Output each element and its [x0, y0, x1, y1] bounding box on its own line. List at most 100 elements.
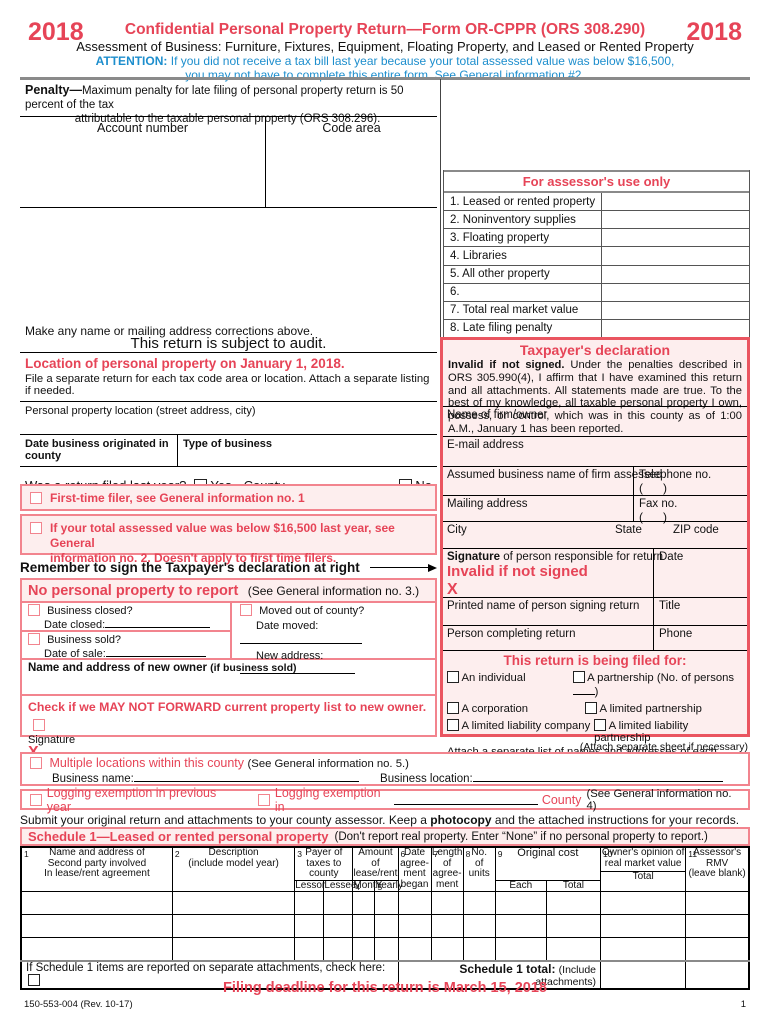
table-cell[interactable]	[462, 937, 496, 961]
phone-field[interactable]: Phone	[659, 628, 693, 640]
table-cell[interactable]	[600, 914, 687, 938]
table-cell[interactable]	[374, 937, 399, 961]
decl-mailing-field[interactable]: Mailing address	[447, 498, 528, 510]
table-cell[interactable]	[600, 937, 687, 961]
llp-checkbox[interactable]	[594, 719, 607, 731]
first-time-filer-checkbox[interactable]	[30, 491, 42, 504]
no-forward-checkbox[interactable]	[33, 719, 45, 731]
date-field[interactable]: Date	[659, 551, 684, 563]
firm-owner-field[interactable]: Name of firm/owner	[443, 406, 747, 436]
assessor-value-cell[interactable]	[601, 319, 602, 337]
assessor-value-cell[interactable]	[601, 301, 602, 319]
table-row	[20, 914, 750, 938]
assessor-value-cell[interactable]	[601, 211, 602, 229]
city-field[interactable]: City	[447, 524, 467, 536]
table-cell[interactable]	[294, 914, 325, 938]
table-cell[interactable]	[294, 937, 325, 961]
table-cell[interactable]	[545, 891, 602, 915]
table-cell[interactable]	[685, 914, 750, 938]
business-closed-checkbox[interactable]	[28, 604, 40, 616]
new-owner-field[interactable]: Name and address of new owner (if busine…	[22, 660, 435, 696]
table-cell[interactable]	[374, 891, 399, 915]
table-cell[interactable]	[685, 891, 750, 915]
new-address-blank[interactable]	[240, 663, 355, 674]
table-cell[interactable]	[294, 891, 325, 915]
table-cell[interactable]	[397, 914, 432, 938]
table-cell[interactable]	[545, 914, 602, 938]
assumed-name-field[interactable]: Assumed business name of firm assessed	[447, 469, 663, 481]
attachments-checkbox[interactable]	[28, 974, 40, 986]
assessor-row: 8. Late filing penalty	[444, 319, 749, 337]
no-property-box: No personal property to report (See Gene…	[20, 578, 437, 761]
schedule1-total-owner-cell[interactable]	[600, 959, 687, 989]
filed-for-section: This return is being filed for: An indiv…	[443, 650, 747, 783]
table-cell[interactable]	[430, 891, 464, 915]
table-cell[interactable]	[171, 891, 296, 915]
business-sold-checkbox[interactable]	[28, 633, 40, 645]
table-cell[interactable]	[20, 891, 173, 915]
table-cell[interactable]	[600, 891, 687, 915]
business-name-blank[interactable]	[133, 771, 359, 782]
table-cell[interactable]	[352, 937, 376, 961]
assessor-value-cell[interactable]	[601, 193, 602, 211]
property-location-field[interactable]: Personal property location (street addre…	[20, 402, 437, 435]
table-cell[interactable]	[352, 914, 376, 938]
assessor-value-cell[interactable]	[601, 283, 602, 301]
table-cell[interactable]	[171, 914, 296, 938]
assessor-value-cell[interactable]	[601, 229, 602, 247]
table-cell[interactable]	[494, 891, 547, 915]
email-field[interactable]: E-mail address	[443, 436, 747, 466]
table-cell[interactable]	[323, 937, 354, 961]
person-completing-field[interactable]: Person completing return	[447, 628, 576, 640]
table-cell[interactable]	[323, 914, 354, 938]
col-lessor: Lessor	[294, 879, 326, 892]
mailing-address-field[interactable]	[20, 209, 437, 322]
printed-name-field[interactable]: Printed name of person signing return	[447, 600, 640, 612]
date-of-sale-blank[interactable]	[105, 646, 206, 657]
declaration-x-field[interactable]: X	[447, 581, 458, 598]
business-location-blank[interactable]	[472, 771, 723, 782]
corporation-checkbox[interactable]	[447, 702, 459, 714]
llc-checkbox[interactable]	[447, 719, 459, 731]
type-of-business-field[interactable]: Type of business	[183, 438, 273, 450]
moved-checkbox[interactable]	[240, 604, 252, 616]
table-cell[interactable]	[430, 937, 464, 961]
table-cell[interactable]	[494, 914, 547, 938]
title-field[interactable]: Title	[659, 600, 681, 612]
state-field[interactable]: State	[615, 524, 642, 536]
assessor-value-cell[interactable]	[601, 247, 602, 265]
table-cell[interactable]	[685, 937, 750, 961]
persons-blank[interactable]	[572, 684, 595, 695]
below-value-checkbox[interactable]	[30, 522, 42, 534]
date-originated-field[interactable]: Date business originated in county	[25, 438, 169, 462]
logging-in-checkbox[interactable]	[258, 793, 270, 806]
table-cell[interactable]	[20, 914, 173, 938]
table-cell[interactable]	[352, 891, 376, 915]
telephone-field[interactable]: Telephone no. ( )	[639, 469, 712, 495]
table-cell[interactable]	[171, 937, 296, 961]
partnership-checkbox[interactable]	[572, 671, 585, 683]
fax-field[interactable]: Fax no. ( )	[639, 498, 678, 524]
account-number-field[interactable]	[25, 142, 260, 202]
table-cell[interactable]	[374, 914, 399, 938]
date-moved-blank[interactable]	[240, 633, 362, 644]
logging-prev-checkbox[interactable]	[30, 793, 42, 806]
multiple-locations-checkbox[interactable]	[30, 757, 42, 769]
schedule1-total-assessor-cell[interactable]	[685, 959, 750, 989]
table-cell[interactable]	[462, 891, 496, 915]
logging-county-blank[interactable]	[394, 794, 538, 805]
table-cell[interactable]	[397, 937, 432, 961]
ltd-partnership-checkbox[interactable]	[585, 702, 597, 714]
date-closed-blank[interactable]	[105, 617, 211, 628]
table-cell[interactable]	[545, 937, 602, 961]
table-cell[interactable]	[462, 914, 496, 938]
table-cell[interactable]	[397, 891, 432, 915]
table-cell[interactable]	[20, 937, 173, 961]
table-cell[interactable]	[430, 914, 464, 938]
table-cell[interactable]	[323, 891, 354, 915]
table-cell[interactable]	[494, 937, 547, 961]
code-area-field[interactable]	[270, 142, 430, 202]
assessor-value-cell[interactable]	[601, 265, 602, 283]
individual-checkbox[interactable]	[447, 671, 459, 683]
zip-field[interactable]: ZIP code	[673, 524, 719, 536]
